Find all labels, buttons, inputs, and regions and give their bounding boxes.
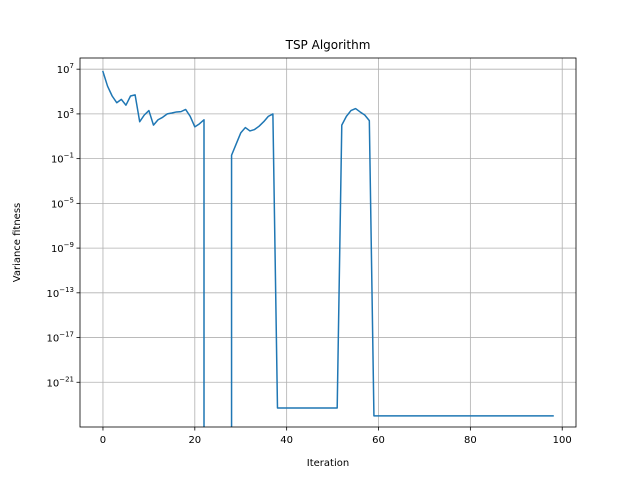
x-tick-label: 20 xyxy=(188,435,201,446)
grid xyxy=(80,58,576,427)
plot-series xyxy=(102,70,554,427)
y-tick-label: 107 xyxy=(57,62,74,76)
y-tick-label: 10−21 xyxy=(46,375,74,389)
x-tick-label: 40 xyxy=(280,435,293,446)
plot-frame xyxy=(79,57,577,428)
x-tick-label: 60 xyxy=(372,435,385,446)
x-tick-label: 0 xyxy=(100,435,106,446)
y-tick-label: 10−1 xyxy=(51,152,74,166)
x-axis-label: Iteration xyxy=(307,458,349,469)
series-line xyxy=(102,70,554,427)
y-tick-label: 10−13 xyxy=(46,286,74,300)
y-tick-label: 10−17 xyxy=(46,331,74,345)
chart-title: TSP Algorithm xyxy=(285,38,371,52)
y-tick-label: 103 xyxy=(57,107,74,121)
x-tick-label: 80 xyxy=(464,435,477,446)
ticks: 0 20 40 60 80 100 107 103 10−1 10−5 10−9 10−13 10−17… xyxy=(46,62,571,446)
y-tick-label: 10−9 xyxy=(51,241,74,255)
y-axis-label: Variance fitness xyxy=(12,203,23,283)
x-tick-label: 100 xyxy=(553,435,572,446)
y-tick-label: 10−5 xyxy=(51,196,74,210)
